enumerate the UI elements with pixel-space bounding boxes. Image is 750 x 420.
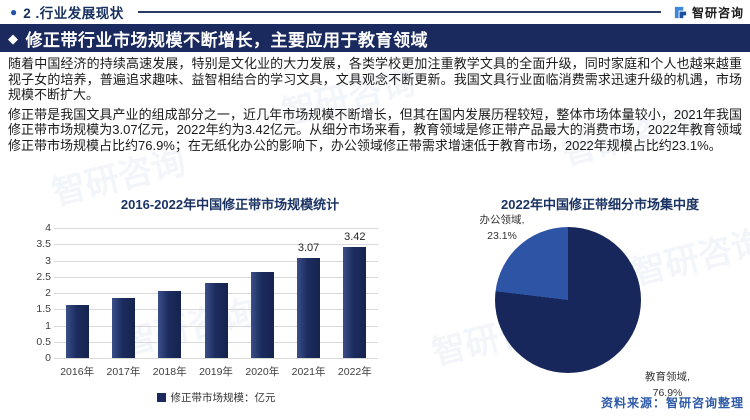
gridline bbox=[54, 260, 378, 262]
x-axis-label: 2019年 bbox=[199, 366, 233, 378]
bar bbox=[158, 291, 182, 358]
x-axis-label: 2021年 bbox=[291, 366, 326, 378]
section-bullet-icon: ● bbox=[10, 5, 18, 19]
paragraph-2: 修正带是我国文具产业的组成部分之一，近几年市场规模不断增长，但其在国内发展历程较… bbox=[8, 106, 742, 153]
pie-label-education: 教育领域, 76.9% bbox=[620, 369, 715, 402]
x-axis-label: 2018年 bbox=[152, 366, 187, 378]
pie-label-office: 办公领域, 23.1% bbox=[462, 212, 542, 245]
pie-chart-title: 2022年中国修正带细分市场集中度 bbox=[501, 197, 699, 212]
pie-chart: 2022年中国修正带细分市场集中度 办公领域, 23.1% 教育领域, 76.9… bbox=[450, 188, 750, 416]
pie-label-line: 23.1% bbox=[487, 230, 517, 243]
pie-label-line: 76.9% bbox=[652, 387, 683, 400]
brand-name: 智研咨询 bbox=[691, 5, 744, 20]
bar bbox=[297, 258, 321, 358]
y-axis-label: 0.5 bbox=[36, 335, 51, 348]
bar-chart-legend: 修正带市场规模：亿元 bbox=[54, 390, 378, 405]
x-axis-label: 2022年 bbox=[337, 366, 372, 378]
y-axis-label: 4 bbox=[45, 222, 51, 234]
pie-label-line: 教育领域, bbox=[645, 371, 690, 383]
y-axis-label: 2 bbox=[45, 287, 51, 299]
bar bbox=[111, 297, 135, 358]
x-axis-label: 2016年 bbox=[60, 366, 95, 378]
y-axis-label: 3.5 bbox=[36, 238, 51, 251]
bar-value-label: 3.42 bbox=[344, 230, 366, 243]
bar-value-label: 3.07 bbox=[297, 242, 320, 255]
y-axis-label: 1 bbox=[45, 319, 51, 332]
body-text: 随着中国经济的持续高速发展，特别是文化业的大力发展，各类学校更加注重教学文具的全… bbox=[8, 56, 742, 157]
gridline bbox=[54, 358, 378, 359]
page-header: ● 2 .行业发展现状 智研咨询 bbox=[10, 3, 744, 22]
zhiyan-logo-icon bbox=[674, 6, 687, 18]
gridline bbox=[54, 244, 378, 246]
legend-label: 修正带市场规模：亿元 bbox=[170, 392, 276, 404]
gridline bbox=[54, 276, 378, 278]
pie-label-line: 办公领域, bbox=[479, 214, 525, 226]
bar-chart-title: 2016-2022年中国修正带市场规模统计 bbox=[120, 197, 340, 212]
header-rule bbox=[137, 11, 661, 13]
bar bbox=[250, 271, 274, 358]
bar-chart-plot bbox=[54, 228, 378, 359]
bar-chart: 2016-2022年中国修正带市场规模统计 修正带市场规模：亿元 0 0.5 1 1.… bbox=[30, 188, 430, 416]
headline-banner: ◆ 修正带行业市场规模不断增长，主要应用于教育领域 bbox=[0, 24, 750, 52]
brand-logo: 智研咨询 bbox=[673, 4, 744, 21]
legend-swatch bbox=[156, 393, 166, 402]
paragraph-1: 随着中国经济的持续高速发展，特别是文化业的大力发展，各类学校更加注重教学文具的全… bbox=[8, 56, 742, 102]
bar bbox=[343, 246, 367, 358]
headline-title: 修正带行业市场规模不断增长，主要应用于教育领域 bbox=[25, 30, 428, 50]
pie-graphic bbox=[495, 227, 641, 373]
x-axis-label: 2020年 bbox=[245, 366, 280, 378]
y-axis-label: 1.5 bbox=[36, 303, 51, 316]
source-note: 资料来源：智研咨询整理 bbox=[600, 396, 744, 410]
bar bbox=[65, 305, 89, 358]
section-title: 2 .行业发展现状 bbox=[23, 6, 124, 21]
y-axis-label: 2.5 bbox=[36, 270, 51, 283]
bar bbox=[204, 283, 228, 358]
gridline bbox=[54, 228, 378, 229]
y-axis-label: 3 bbox=[45, 254, 51, 267]
x-axis-label: 2017年 bbox=[106, 366, 141, 378]
diamond-icon: ◆ bbox=[8, 30, 19, 46]
y-axis-label: 0 bbox=[45, 352, 51, 364]
